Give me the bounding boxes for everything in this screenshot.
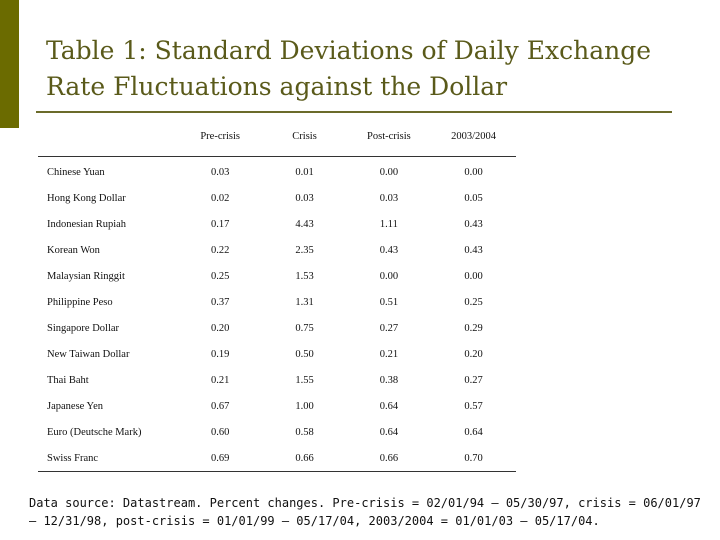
cell-value: 1.00 (295, 400, 314, 412)
cell-value: 0.21 (379, 348, 399, 360)
cell-value: 0.25 (464, 296, 483, 308)
table-row: Indonesian Rupiah 0.17 4.43 1.11 0.43 (38, 211, 516, 237)
table-row: Japanese Yen 0.67 1.00 0.64 0.57 (38, 393, 516, 419)
cell-value: 0.43 (379, 244, 399, 256)
footnote-line-2: – 12/31/98, post-crisis = 01/01/99 – 05/… (29, 514, 600, 528)
cell-value: 4.43 (295, 218, 314, 230)
cell-value: 0.64 (379, 400, 399, 412)
cell-value: 0.21 (210, 374, 230, 386)
slide-accent-bar (0, 0, 19, 128)
row-label: Indonesian Rupiah (47, 218, 127, 230)
slide-title: Table 1: Standard Deviations of Daily Ex… (46, 33, 706, 105)
cell-value: 0.57 (464, 400, 483, 412)
table-row: Malaysian Ringgit 0.25 1.53 0.00 0.00 (38, 263, 516, 289)
table-header-row: Pre-crisis Crisis Post-crisis 2003/2004 (38, 116, 516, 157)
table-row: Chinese Yuan 0.03 0.01 0.00 0.00 (38, 157, 516, 186)
cell-value: 0.01 (295, 166, 314, 178)
table-row: New Taiwan Dollar 0.19 0.50 0.21 0.20 (38, 341, 516, 367)
row-label: Swiss Franc (38, 445, 179, 472)
header-2003-2004: 2003/2004 (431, 116, 516, 157)
row-label: Philippine Peso (47, 296, 113, 308)
cell-value: 0.27 (464, 374, 483, 386)
cell-value: 1.11 (379, 218, 398, 230)
data-source-footnote: Data source: Datastream. Percent changes… (29, 494, 715, 530)
table-row: Korean Won 0.22 2.35 0.43 0.43 (38, 237, 516, 263)
cell-value: 0.75 (295, 322, 314, 334)
cell-value: 0.66 (346, 445, 432, 472)
cell-value: 0.38 (379, 374, 399, 386)
cell-value: 0.67 (210, 400, 230, 412)
table-row: Swiss Franc 0.69 0.66 0.66 0.70 (38, 445, 516, 472)
cell-value: 0.51 (379, 296, 399, 308)
row-label: Chinese Yuan (47, 166, 105, 178)
row-label: New Taiwan Dollar (47, 348, 130, 360)
cell-value: 2.35 (295, 244, 314, 256)
row-label: Thai Baht (47, 374, 89, 386)
cell-value: 0.03 (210, 166, 230, 178)
cell-value: 1.31 (295, 296, 314, 308)
footnote-line-1: Data source: Datastream. Percent changes… (29, 496, 701, 510)
exchange-rate-table: Pre-crisis Crisis Post-crisis 2003/2004 … (38, 116, 516, 472)
header-pre-crisis: Pre-crisis (178, 116, 263, 157)
cell-value: 0.27 (379, 322, 399, 334)
cell-value: 0.64 (464, 426, 483, 438)
cell-value: 0.17 (210, 218, 230, 230)
cell-value: 0.25 (210, 270, 230, 282)
header-crisis: Crisis (262, 116, 347, 157)
slide-title-line-1: Table 1: Standard Deviations of Daily Ex… (46, 36, 651, 65)
table-container: Pre-crisis Crisis Post-crisis 2003/2004 … (38, 116, 516, 472)
cell-value: 0.50 (295, 348, 314, 360)
cell-value: 1.55 (295, 374, 314, 386)
title-underline (36, 111, 672, 113)
cell-value: 0.19 (210, 348, 230, 360)
table-row: Hong Kong Dollar 0.02 0.03 0.03 0.05 (38, 185, 516, 211)
row-label: Hong Kong Dollar (47, 192, 126, 204)
cell-value: 0.60 (210, 426, 230, 438)
table-row: Thai Baht 0.21 1.55 0.38 0.27 (38, 367, 516, 393)
cell-value: 0.03 (379, 192, 399, 204)
cell-value: 0.00 (464, 270, 483, 282)
cell-value: 0.29 (464, 322, 483, 334)
header-country (38, 116, 179, 157)
cell-value: 0.58 (295, 426, 314, 438)
row-label: Korean Won (47, 244, 100, 256)
cell-value: 0.20 (464, 348, 483, 360)
cell-value: 0.02 (210, 192, 230, 204)
row-label: Malaysian Ringgit (47, 270, 125, 282)
table-row: Philippine Peso 0.37 1.31 0.51 0.25 (38, 289, 516, 315)
cell-value: 0.00 (379, 166, 399, 178)
slide-title-line-2: Rate Fluctuations against the Dollar (46, 72, 508, 101)
cell-value: 0.05 (464, 192, 483, 204)
cell-value: 0.22 (210, 244, 230, 256)
row-label: Euro (Deutsche Mark) (47, 426, 142, 438)
cell-value: 0.00 (464, 166, 483, 178)
cell-value: 0.43 (464, 218, 483, 230)
table-row: Euro (Deutsche Mark) 0.60 0.58 0.64 0.64 (38, 419, 516, 445)
row-label: Japanese Yen (47, 400, 103, 412)
cell-value: 1.53 (295, 270, 314, 282)
cell-value: 0.00 (379, 270, 399, 282)
cell-value: 0.43 (464, 244, 483, 256)
cell-value: 0.20 (210, 322, 230, 334)
row-label: Singapore Dollar (47, 322, 120, 334)
cell-value: 0.69 (178, 445, 263, 472)
header-post-crisis: Post-crisis (346, 116, 432, 157)
cell-value: 0.37 (210, 296, 230, 308)
cell-value: 0.70 (431, 445, 516, 472)
cell-value: 0.03 (295, 192, 314, 204)
table-row: Singapore Dollar 0.20 0.75 0.27 0.29 (38, 315, 516, 341)
cell-value: 0.64 (379, 426, 399, 438)
cell-value: 0.66 (262, 445, 347, 472)
